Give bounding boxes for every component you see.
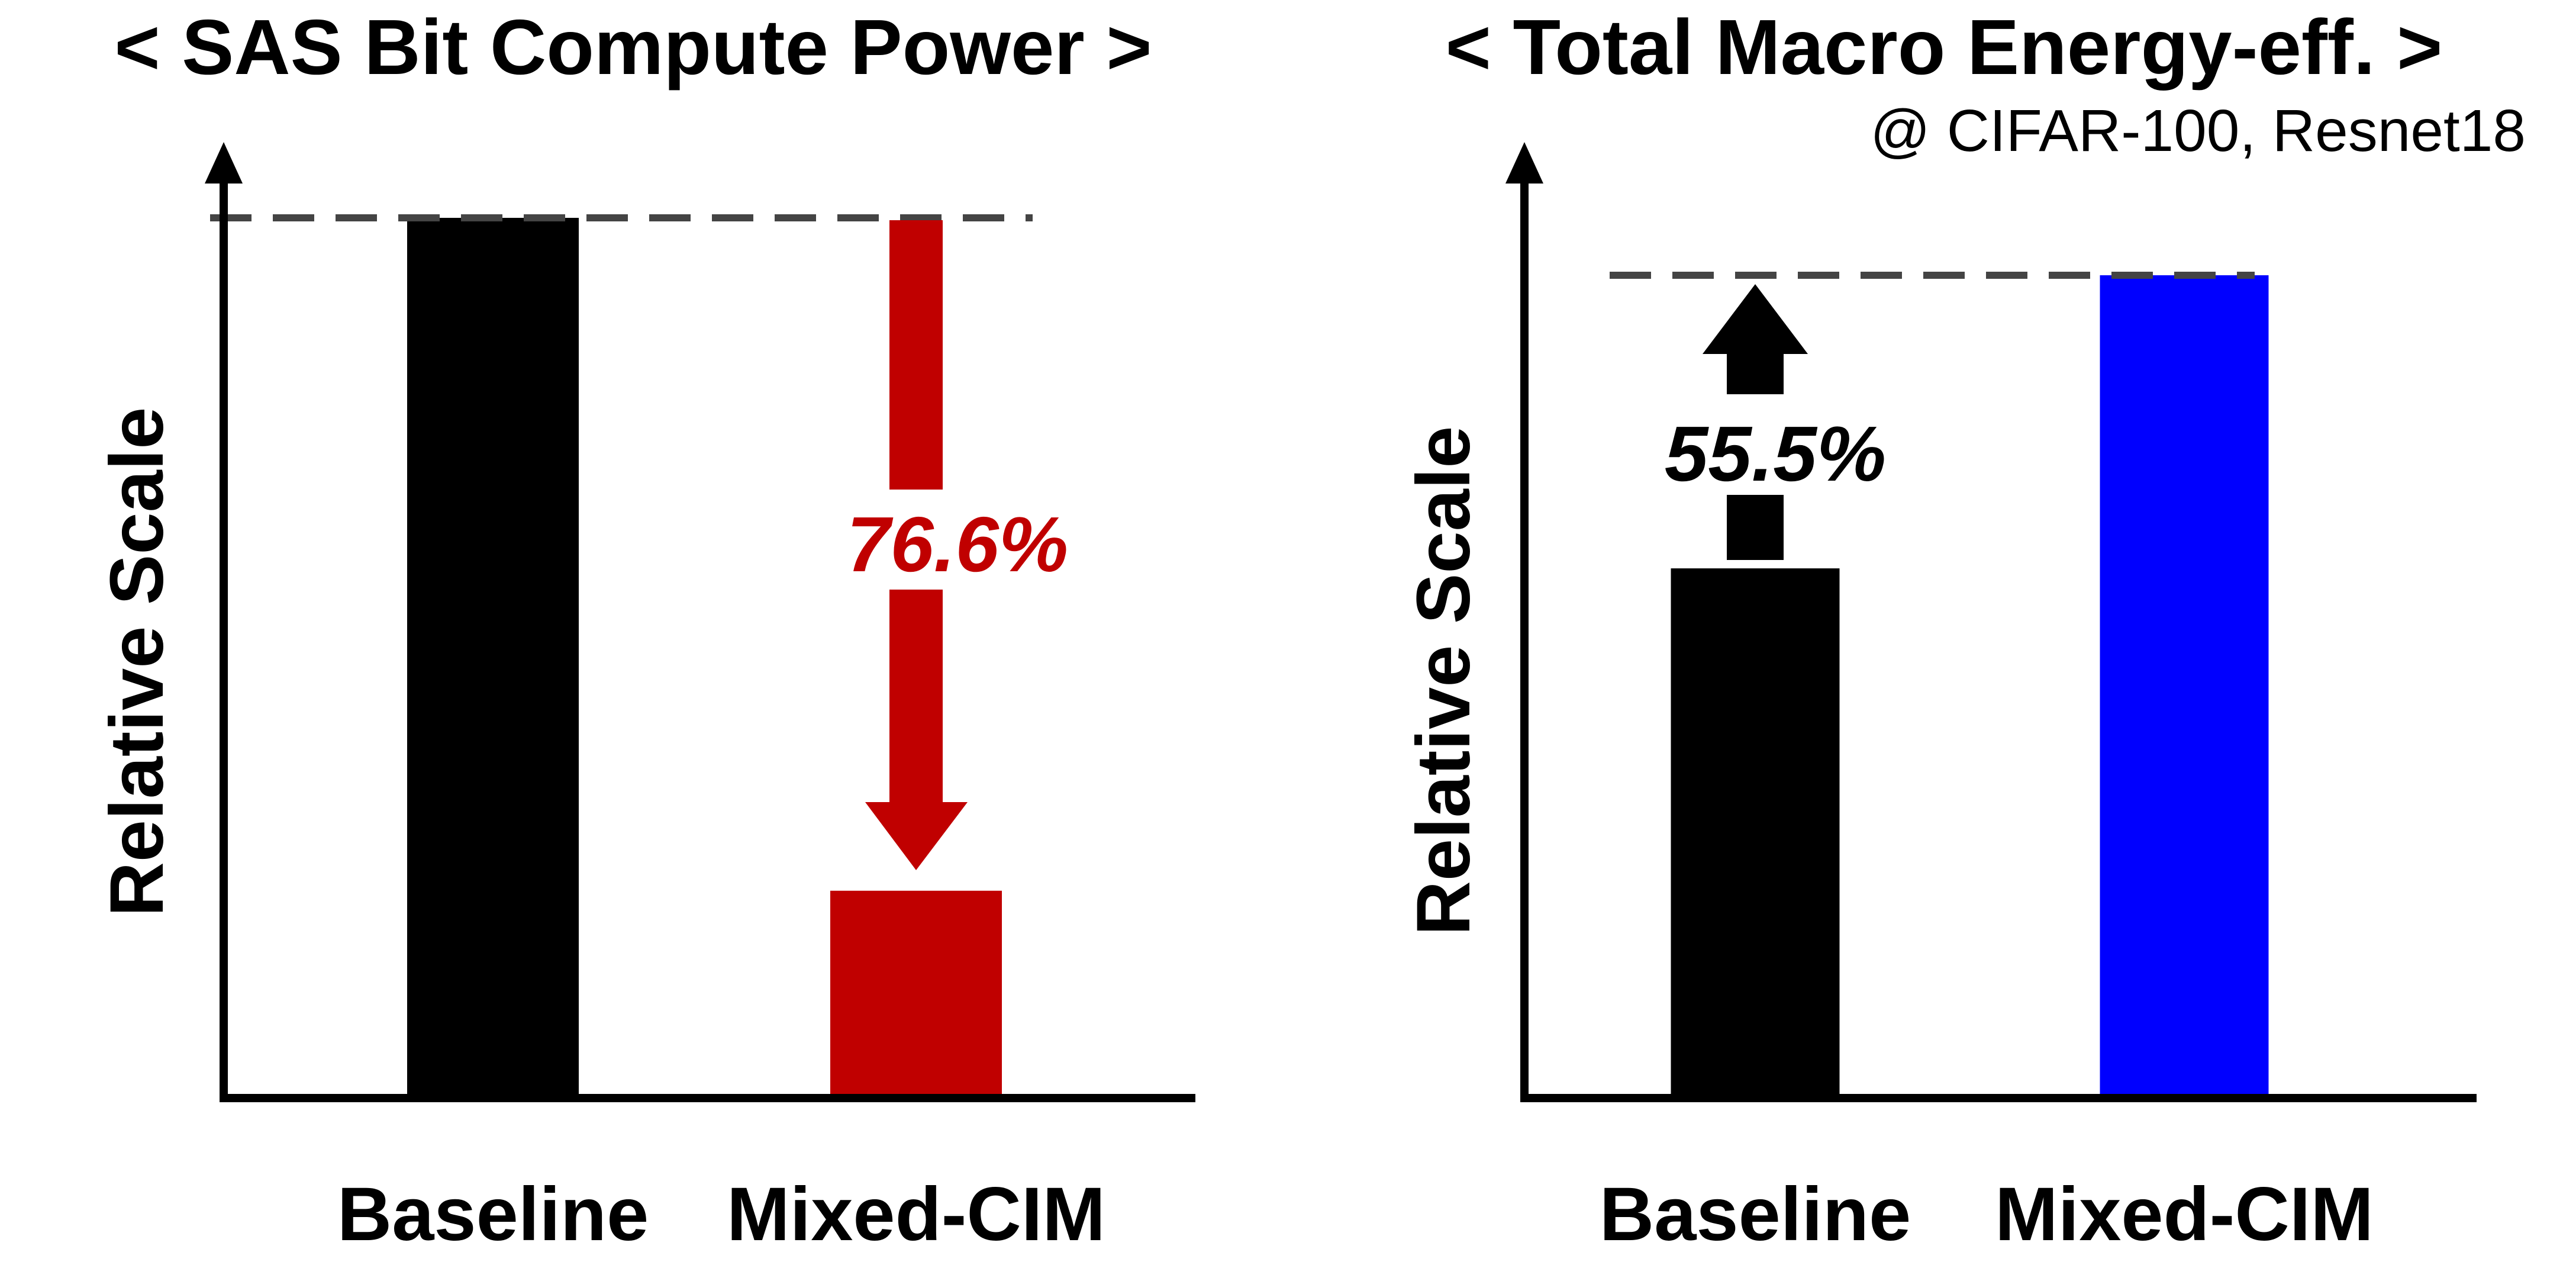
decrease-arrow-icon	[865, 220, 968, 870]
bar-mixed-cim	[2100, 275, 2269, 1096]
increase-arrow-icon	[1703, 284, 1808, 560]
x-tick-labels: Baseline Mixed-CIM	[1600, 1172, 2374, 1257]
y-axis-arrow-icon	[205, 142, 243, 184]
chart-title: < SAS Bit Compute Power >	[115, 4, 1152, 91]
chart-panel-compute-power: < SAS Bit Compute Power > Relative Scale…	[95, 4, 1195, 1257]
bars	[407, 218, 1002, 1096]
increase-label: 55.5%	[1665, 410, 1886, 497]
bar-baseline	[1671, 568, 1840, 1096]
y-axis-label: Relative Scale	[95, 407, 179, 917]
chart-panel-energy-efficiency: < Total Macro Energy-eff. > @ CIFAR-100,…	[1401, 4, 2526, 1257]
x-tick-labels: Baseline Mixed-CIM	[337, 1172, 1105, 1257]
bar-baseline	[407, 218, 579, 1096]
x-tick-label: Mixed-CIM	[1995, 1172, 2374, 1257]
x-tick-label: Mixed-CIM	[727, 1172, 1105, 1257]
bars	[1671, 275, 2269, 1096]
x-tick-label: Baseline	[1600, 1172, 1911, 1257]
y-axis-label: Relative Scale	[1401, 426, 1486, 936]
y-axis-arrow-icon	[1505, 142, 1543, 184]
chart-subtitle: @ CIFAR-100, Resnet18	[1870, 98, 2526, 164]
reduction-label: 76.6%	[847, 501, 1068, 588]
bar-mixed-cim	[830, 890, 1002, 1096]
chart-title: < Total Macro Energy-eff. >	[1446, 4, 2443, 91]
x-tick-label: Baseline	[337, 1172, 649, 1257]
